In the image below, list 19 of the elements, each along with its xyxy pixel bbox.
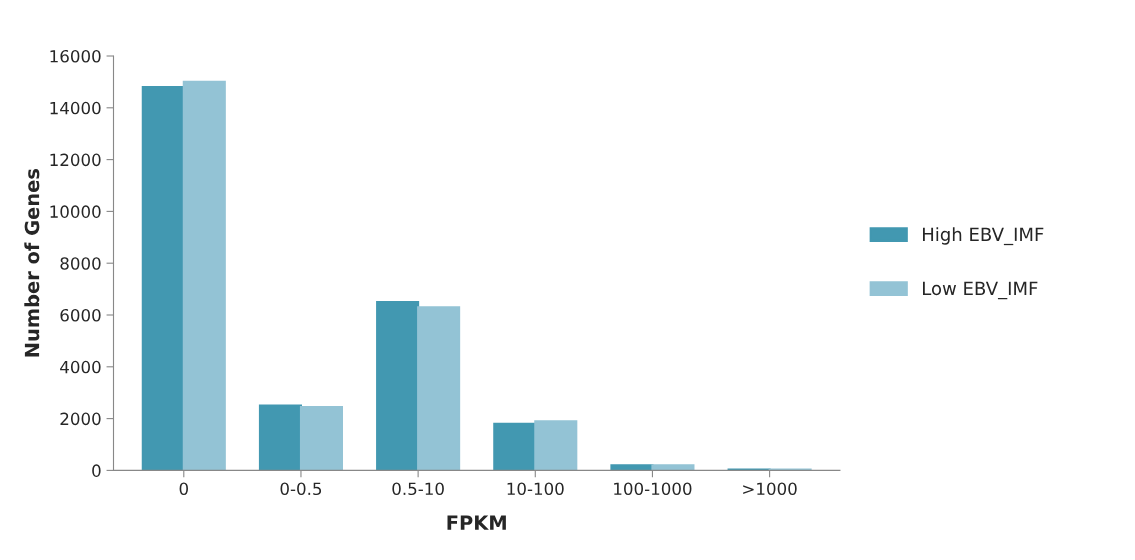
y-tick-label: 6000 (60, 308, 101, 322)
x-tick-label: 10-100 (507, 482, 564, 496)
x-tick-label: >1000 (743, 482, 797, 496)
x-tick-label: 100-1000 (614, 482, 692, 496)
y-tick-label: 12000 (50, 153, 101, 167)
x-tick-label: 0-0.5 (280, 482, 322, 496)
y-tick-label: 16000 (50, 49, 101, 63)
y-axis-title: Number of Genes (24, 169, 40, 357)
y-tick-label: 10000 (50, 205, 101, 218)
y-tick-label: 2000 (60, 412, 101, 426)
y-tick-label: 14000 (50, 101, 101, 115)
x-tick-label: 0.5-10 (392, 482, 444, 496)
y-tick-label: 4000 (60, 360, 101, 374)
legend-label: Low EBV_IMF (923, 281, 1038, 300)
legend-label: High EBV_IMF (923, 227, 1044, 246)
x-tick-label: 0 (179, 482, 188, 496)
y-tick-label: 8000 (60, 257, 101, 270)
y-tick-label: 0 (92, 464, 101, 477)
x-axis-title: FPKM (447, 515, 506, 530)
